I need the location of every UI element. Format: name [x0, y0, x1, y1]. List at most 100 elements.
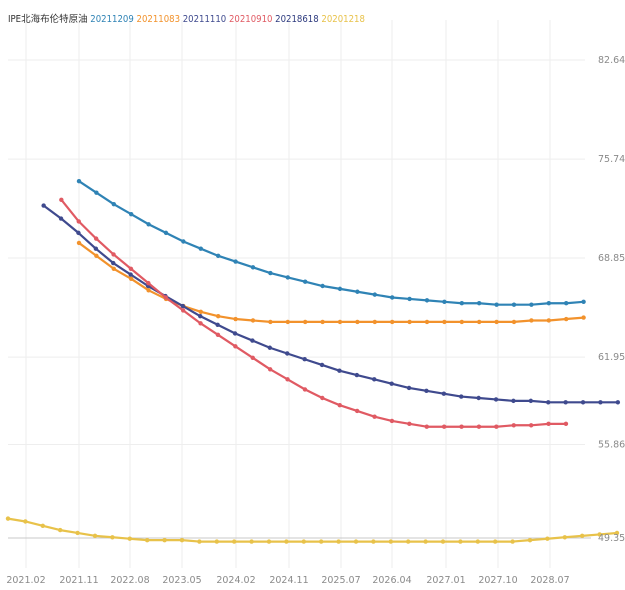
- data-point: [615, 400, 621, 405]
- legend-entry[interactable]: 20210910: [229, 14, 275, 25]
- data-point: [198, 321, 203, 326]
- data-point: [163, 230, 169, 236]
- data-point: [319, 539, 324, 544]
- legend-entry[interactable]: 20218618: [275, 14, 321, 25]
- data-point: [389, 381, 394, 386]
- data-point: [285, 275, 290, 280]
- data-point: [146, 288, 151, 293]
- series-20201218: [5, 516, 620, 544]
- data-point: [94, 190, 99, 195]
- data-point: [353, 539, 359, 544]
- data-point: [146, 280, 151, 286]
- data-point: [111, 260, 116, 266]
- x-tick-label: 2026.04: [372, 575, 411, 586]
- data-point: [250, 318, 256, 323]
- data-point: [41, 203, 46, 208]
- legend-entry[interactable]: 20201218: [321, 14, 365, 25]
- x-tick-label: 2023.05: [162, 575, 201, 586]
- data-point: [249, 539, 254, 544]
- data-point: [285, 319, 290, 325]
- y-tick-label: 82.64: [598, 55, 625, 66]
- data-point: [320, 319, 325, 325]
- x-tick-label: 2028.07: [530, 575, 569, 586]
- data-point: [232, 331, 238, 336]
- x-tick-label: 2022.08: [110, 575, 149, 586]
- y-axis-ticks: 49.35 55.86 61.95 68.85 75.74 82.64: [598, 55, 625, 544]
- data-point: [320, 395, 325, 401]
- data-point: [302, 357, 307, 362]
- data-point: [527, 537, 533, 543]
- data-point: [128, 272, 133, 277]
- data-point: [267, 367, 273, 372]
- data-point: [493, 539, 498, 544]
- grid: [8, 20, 591, 568]
- data-point: [372, 414, 377, 419]
- data-point: [459, 394, 464, 399]
- data-point: [111, 201, 117, 207]
- series-line: [7, 517, 618, 543]
- data-point: [111, 252, 116, 257]
- data-point: [145, 537, 150, 543]
- x-tick-label: 2025.07: [321, 575, 360, 586]
- data-point: [406, 539, 411, 544]
- series-line: [60, 199, 566, 428]
- data-point: [355, 319, 360, 325]
- data-point: [232, 539, 237, 544]
- data-point: [424, 388, 429, 394]
- y-tick-label: 55.86: [598, 440, 625, 451]
- data-point: [528, 423, 534, 428]
- data-point: [493, 397, 499, 402]
- data-point: [181, 239, 186, 244]
- data-point: [214, 539, 219, 544]
- data-point: [129, 212, 134, 217]
- data-point: [423, 539, 428, 544]
- data-point: [198, 313, 203, 319]
- y-tick-label: 68.85: [598, 253, 625, 264]
- data-point: [563, 421, 569, 427]
- legend-entry[interactable]: 20211083: [137, 14, 183, 25]
- data-point: [163, 295, 168, 300]
- legend-entry[interactable]: 20211209: [90, 14, 136, 25]
- data-point: [440, 539, 446, 544]
- data-point: [75, 530, 80, 536]
- x-tick-label: 2024.02: [216, 575, 255, 586]
- data-point: [233, 344, 238, 349]
- series-20211209: [76, 178, 586, 307]
- data-point: [581, 299, 586, 304]
- data-point: [76, 178, 82, 184]
- data-point: [546, 318, 551, 323]
- data-point: [216, 253, 221, 259]
- data-point: [197, 539, 202, 544]
- data-point: [564, 301, 569, 306]
- data-point: [285, 377, 290, 382]
- data-point: [128, 266, 134, 271]
- series-20211110: [41, 203, 621, 405]
- data-point: [372, 292, 377, 297]
- data-point: [337, 368, 342, 373]
- data-point: [250, 338, 255, 343]
- data-point: [111, 266, 117, 271]
- data-point: [389, 418, 395, 424]
- legend-entry[interactable]: 20211110: [183, 14, 229, 25]
- y-tick-label: 75.74: [598, 154, 625, 165]
- data-point: [614, 530, 620, 536]
- x-tick-label: 2021.02: [6, 575, 45, 586]
- x-tick-label: 2027.01: [426, 575, 465, 586]
- data-point: [494, 302, 499, 307]
- data-point: [354, 372, 360, 378]
- data-point: [354, 408, 360, 414]
- data-point: [76, 230, 81, 236]
- data-point: [110, 535, 115, 540]
- data-point: [127, 536, 132, 541]
- data-point: [562, 535, 567, 540]
- data-point: [5, 516, 11, 521]
- data-point: [477, 301, 482, 306]
- data-point: [284, 539, 289, 544]
- data-point: [268, 270, 273, 276]
- data-point: [424, 319, 430, 325]
- data-point: [146, 222, 151, 227]
- data-point: [268, 319, 273, 325]
- data-point: [546, 301, 551, 306]
- data-point: [476, 424, 482, 429]
